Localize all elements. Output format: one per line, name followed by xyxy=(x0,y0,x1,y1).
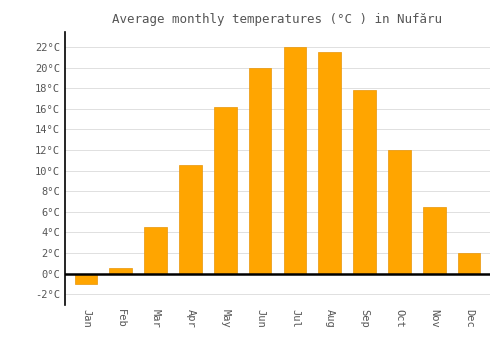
Bar xyxy=(458,253,480,274)
Bar xyxy=(74,274,97,284)
Bar xyxy=(354,90,376,274)
Bar xyxy=(214,107,236,274)
Bar xyxy=(179,166,202,274)
Bar xyxy=(249,68,272,274)
Title: Average monthly temperatures (°C ) in Nufăru: Average monthly temperatures (°C ) in Nu… xyxy=(112,13,442,26)
Bar xyxy=(284,47,306,274)
Bar xyxy=(144,227,167,274)
Bar xyxy=(388,150,410,274)
Bar xyxy=(318,52,341,274)
Bar xyxy=(110,268,132,274)
Bar xyxy=(423,206,446,274)
